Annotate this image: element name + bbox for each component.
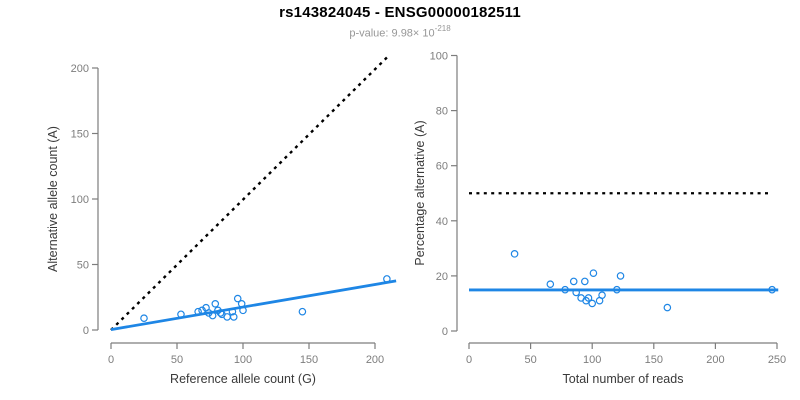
y-tick-label: 20: [436, 271, 448, 283]
data-point: [223, 313, 231, 321]
y-tick-label: 0: [83, 325, 89, 337]
data-point: [140, 314, 148, 323]
data-point: [546, 280, 555, 288]
x-tick-label: 150: [645, 354, 663, 366]
data-point: [598, 291, 606, 299]
x-tick-label: 150: [300, 354, 318, 366]
y-tick-label: 100: [430, 51, 448, 63]
chart-title: rs143824045 - ENSG00000182511: [279, 4, 521, 21]
x-tick-label: 0: [108, 354, 114, 366]
data-point: [383, 275, 391, 283]
y-tick-label: 200: [71, 63, 89, 75]
data-point: [211, 299, 220, 308]
data-point: [208, 311, 217, 320]
x-axis-title: Reference allele count (G): [170, 372, 316, 386]
x-axis-title: Total number of reads: [563, 372, 684, 386]
data-point: [588, 299, 597, 308]
y-tick-label: 40: [436, 216, 448, 228]
data-point: [663, 303, 672, 312]
data-point: [613, 285, 621, 294]
pvalue-exponent: -218: [434, 24, 451, 33]
y-tick-label: 50: [77, 260, 89, 272]
data-point: [228, 307, 237, 316]
x-tick-label: 0: [466, 354, 472, 366]
data-point: [177, 310, 185, 319]
y-tick-label: 0: [442, 326, 448, 338]
chart-subtitle: p-value: 9.98× 10-218: [0, 24, 800, 40]
data-point: [194, 307, 202, 316]
data-point: [616, 272, 625, 280]
pvalue-text: p-value: 9.98× 10: [349, 27, 435, 40]
plot-2: 0 20 40 60 80 100 0 50 100 150 200 250 Total number …: [413, 51, 786, 387]
data-point: [581, 277, 589, 286]
data-point: [584, 294, 593, 302]
data-point: [298, 307, 307, 316]
y-tick-label: 80: [436, 106, 448, 118]
identity-line: [110, 56, 388, 331]
x-tick-label: 100: [234, 354, 252, 366]
data-point: [768, 285, 776, 294]
data-point: [239, 306, 247, 315]
data-point: [229, 313, 238, 321]
data-point: [561, 285, 569, 294]
data-point: [216, 309, 225, 317]
x-tick-label: 100: [583, 354, 601, 366]
data-point: [569, 277, 578, 286]
y-axis-title: Percentage alternative (A): [413, 120, 427, 265]
plot-1: 0 50 100 150 200 0 50 100 150 200 Reference allele…: [46, 56, 397, 386]
x-tick-label: 50: [524, 354, 536, 366]
x-tick-label: 200: [366, 354, 384, 366]
x-tick-label: 250: [768, 354, 786, 366]
data-point: [233, 294, 242, 303]
y-tick-label: 100: [71, 194, 89, 206]
data-point: [510, 250, 519, 258]
x-tick-label: 200: [706, 354, 724, 366]
y-axis-title: Alternative allele count (A): [46, 126, 60, 272]
x-tick-label: 50: [171, 354, 183, 366]
fit-line: [110, 279, 397, 331]
y-tick-label: 150: [71, 129, 89, 141]
data-point: [572, 288, 580, 297]
y-tick-label: 60: [436, 161, 448, 173]
data-point: [589, 269, 598, 277]
